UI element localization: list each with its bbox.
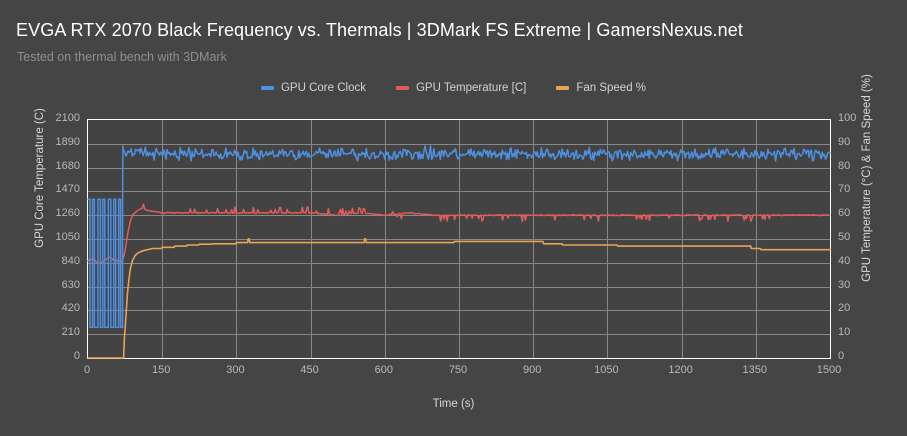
y-axis-right-tick-label: 30	[838, 278, 851, 291]
legend-swatch-core-clock	[260, 86, 274, 90]
plot-area	[87, 119, 831, 359]
y-axis-right-tick-label: 70	[838, 183, 851, 196]
gridline-vertical	[162, 120, 163, 358]
y-axis-left-tick-label: 0	[73, 350, 80, 362]
y-axis-right-tick-label: 10	[838, 326, 851, 339]
y-axis-right-tick-label: 50	[838, 231, 851, 243]
gridline-vertical	[236, 120, 237, 358]
y-axis-left-tick-label: 630	[61, 278, 80, 291]
y-axis-left-tick-label: 1470	[55, 183, 80, 196]
y-axis-right-tick-label: 40	[838, 254, 851, 267]
chart-subtitle: Tested on thermal bench with 3DMark	[17, 50, 227, 64]
y-axis-right-tick-label: 60	[838, 207, 851, 220]
x-axis-tick-label: 750	[448, 364, 468, 376]
x-axis-tick-label: 0	[83, 364, 91, 376]
x-axis-tick-label: 1500	[816, 364, 842, 376]
legend-swatch-temperature	[395, 86, 409, 90]
gridline-vertical	[533, 120, 534, 358]
y-axis-right-tick-label: 90	[838, 135, 851, 148]
gridline-vertical	[385, 120, 386, 358]
y-axis-right-tick-label: 80	[838, 159, 851, 172]
legend-swatch-fan-speed	[556, 86, 570, 90]
gridline-vertical	[311, 120, 312, 358]
x-axis-tick-label: 300	[226, 364, 245, 376]
x-axis-tick-label: 150	[152, 364, 171, 376]
x-axis-tick-label: 1050	[594, 364, 619, 376]
x-axis-tick-label: 900	[523, 364, 542, 376]
y-axis-left-tick-label: 1890	[55, 135, 80, 148]
gridline-vertical	[607, 120, 608, 358]
x-axis-tick-label: 1200	[668, 364, 693, 376]
chart-legend: GPU Core Clock GPU Temperature [C] Fan S…	[0, 82, 907, 94]
y-axis-left-tick-label: 420	[61, 302, 80, 315]
x-axis-tick-label: 600	[374, 364, 393, 376]
x-axis-tick-label: 1350	[742, 364, 768, 376]
y-axis-right-tick-label: 100	[838, 112, 857, 124]
gridline-vertical	[682, 120, 683, 358]
legend-label-fan-speed: Fan Speed %	[576, 82, 647, 94]
y-axis-left-tick-label: 1680	[55, 159, 80, 172]
series-line-core-clock	[87, 145, 831, 329]
y-axis-right-tick-label: 0	[838, 350, 845, 362]
chart-title: EVGA RTX 2070 Black Frequency vs. Therma…	[16, 20, 743, 40]
series-line-temperature	[87, 203, 830, 265]
y-axis-right-tick-label: 20	[838, 302, 851, 315]
y-axis-left-tick-label: 1050	[55, 231, 80, 243]
series-layer	[87, 145, 831, 359]
series-line-fan-speed	[87, 238, 831, 359]
legend-label-core-clock: GPU Core Clock	[280, 82, 366, 94]
legend-item-fan-speed[interactable]: Fan Speed %	[556, 82, 646, 94]
x-axis-tick-label: 450	[300, 364, 319, 376]
legend-label-temperature: GPU Temperature [C]	[415, 82, 527, 94]
legend-item-gpu-core-clock[interactable]: GPU Core Clock	[260, 82, 366, 94]
gridline-vertical	[459, 120, 460, 358]
legend-item-gpu-temperature[interactable]: GPU Temperature [C]	[395, 82, 527, 94]
y-axis-left-tick-label: 840	[61, 254, 80, 267]
y-axis-left-tick-label: 2100	[55, 112, 80, 124]
y-axis-left-tick-label: 210	[61, 326, 80, 339]
y-axis-left-tick-label: 1260	[55, 207, 80, 220]
x-axis-title: Time (s)	[432, 398, 475, 410]
gridline-vertical	[756, 120, 757, 358]
